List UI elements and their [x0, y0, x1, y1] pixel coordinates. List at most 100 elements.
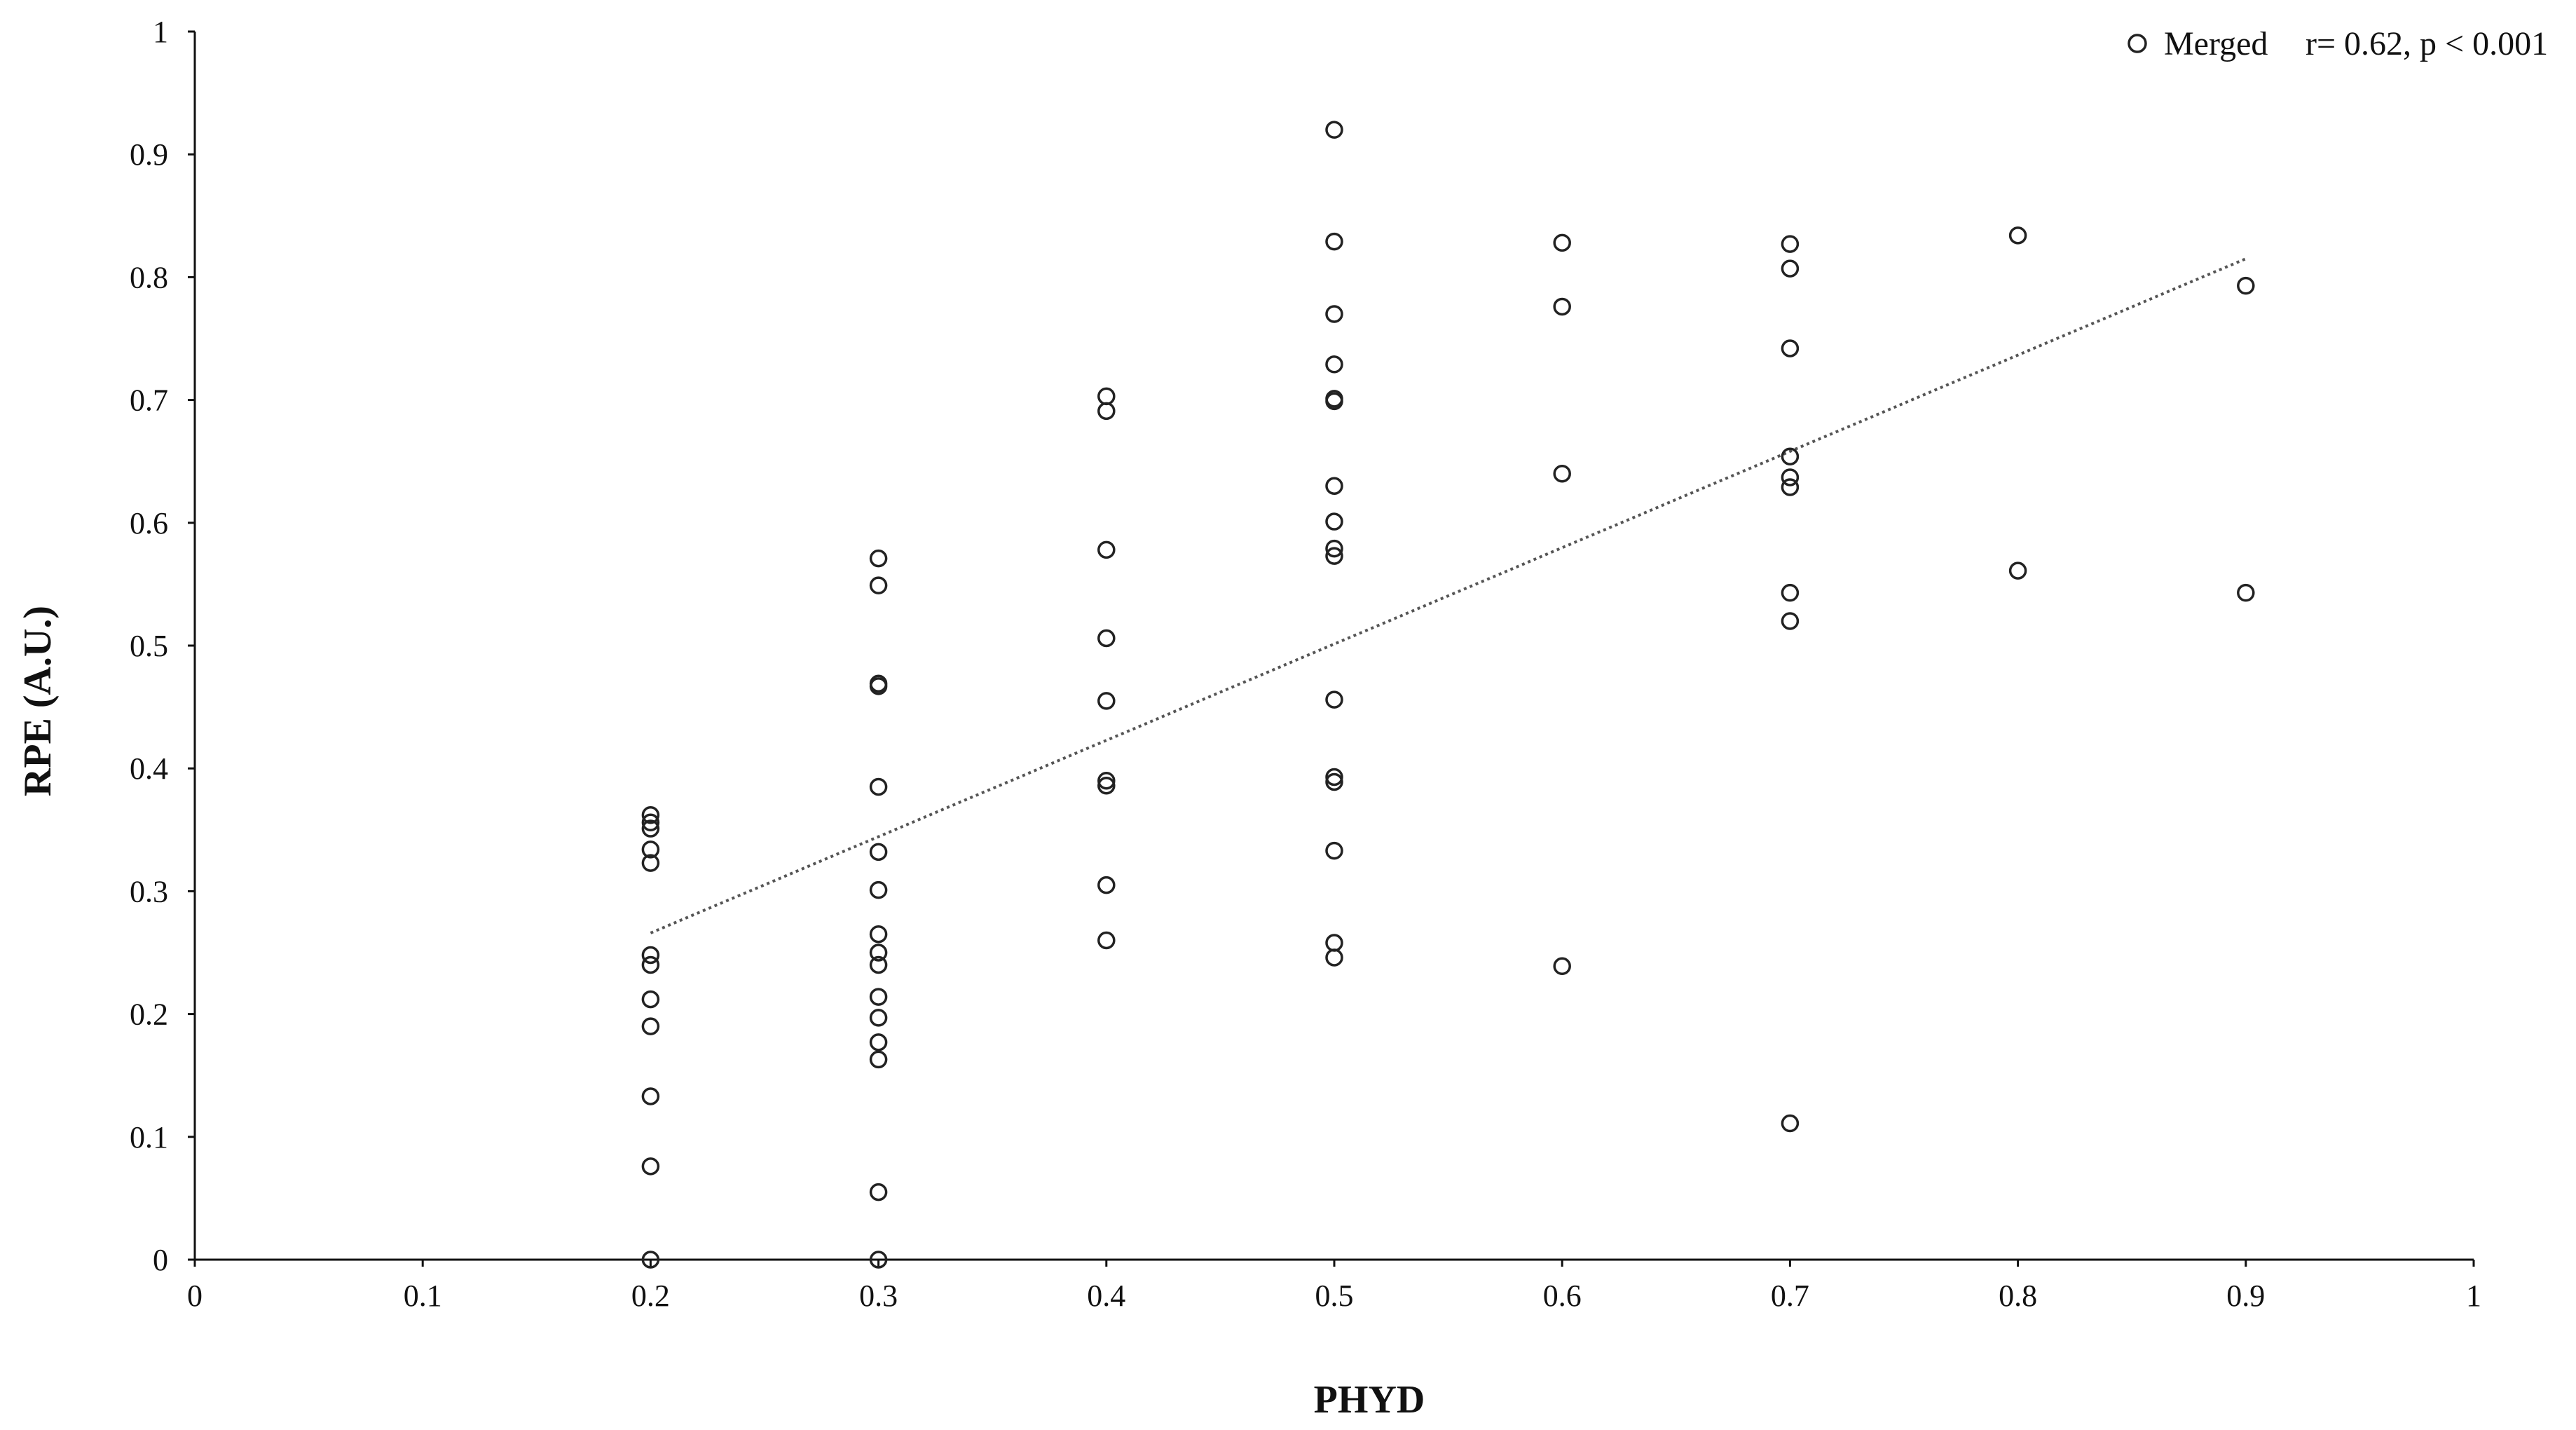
data-point [641, 990, 660, 1009]
data-point [1325, 512, 1343, 531]
data-point [1325, 232, 1343, 251]
data-point [1325, 690, 1343, 709]
data-point [1097, 876, 1116, 894]
y-tick-label: 0.9 [130, 137, 168, 172]
data-point [1553, 297, 1571, 316]
y-axis-title: RPE (A.U.) [16, 606, 60, 796]
data-point [1553, 464, 1571, 483]
data-point [641, 806, 660, 824]
data-point [869, 955, 888, 974]
y-tick-label: 1 [153, 15, 168, 49]
data-point [1781, 447, 1800, 465]
data-point [1097, 771, 1116, 790]
data-point [641, 840, 660, 859]
x-tick-label: 0 [187, 1279, 203, 1313]
data-point [1097, 387, 1116, 406]
data-point [1097, 692, 1116, 710]
legend: Merged r= 0.62, p < 0.001 [2128, 25, 2548, 62]
data-point [1325, 841, 1343, 860]
data-point [1325, 539, 1343, 558]
data-point [641, 813, 660, 832]
data-point [2008, 226, 2027, 245]
data-point [869, 576, 888, 594]
data-point [869, 925, 888, 944]
y-tick-label: 0.5 [130, 629, 168, 663]
data-point [641, 1087, 660, 1105]
y-tick-label: 0.7 [130, 383, 168, 418]
data-point [641, 1017, 660, 1035]
data-point [869, 1050, 888, 1069]
x-tick-label: 0.3 [859, 1279, 898, 1313]
x-tick-label: 0.2 [631, 1279, 670, 1313]
data-point [1325, 477, 1343, 495]
x-tick-label: 0.8 [1999, 1279, 2037, 1313]
x-axis-title: PHYD [1314, 1378, 1425, 1422]
data-point [1097, 402, 1116, 421]
data-point [1097, 629, 1116, 648]
data-point [1097, 931, 1116, 950]
data-point [869, 1009, 888, 1027]
data-point [869, 988, 888, 1006]
data-point [1325, 392, 1343, 411]
x-tick-label: 1 [2466, 1279, 2481, 1313]
legend-annotation: r= 0.62, p < 0.001 [2306, 25, 2548, 62]
data-point [1325, 547, 1343, 565]
data-point [2237, 276, 2255, 295]
y-tick-label: 0.8 [130, 260, 168, 294]
data-point [641, 955, 660, 974]
data-point [1781, 468, 1800, 486]
x-tick-label: 0.7 [1771, 1279, 1809, 1313]
data-point [1781, 478, 1800, 496]
y-tick-label: 0.2 [130, 997, 168, 1032]
legend-series-name: Merged [2164, 25, 2268, 62]
data-point [869, 677, 888, 695]
data-point [1781, 583, 1800, 602]
legend-marker [2128, 34, 2147, 53]
trendline [650, 257, 2247, 934]
data-point [869, 843, 888, 862]
data-point [2008, 561, 2027, 580]
x-tick-label: 0.1 [404, 1279, 442, 1313]
data-point [1781, 235, 1800, 253]
data-point [1325, 934, 1343, 952]
data-point [1781, 612, 1800, 630]
data-point [869, 880, 888, 899]
data-points [641, 121, 2255, 1269]
data-point [1325, 948, 1343, 967]
data-point [869, 1033, 888, 1051]
data-point [1553, 957, 1571, 976]
data-point [1553, 233, 1571, 252]
data-point [1325, 305, 1343, 323]
data-point [869, 1183, 888, 1201]
data-point [2237, 583, 2255, 602]
data-point [641, 946, 660, 965]
y-tick-label: 0.3 [130, 874, 168, 908]
x-tick-label: 0.5 [1315, 1279, 1354, 1313]
y-axis-ticks: 0 0.1 0.2 0.3 0.4 0.5 0.6 0.7 0.8 0.9 1 [130, 15, 195, 1277]
data-point [641, 1251, 660, 1269]
x-tick-label: 0.4 [1087, 1279, 1125, 1313]
data-point [1781, 259, 1800, 278]
y-tick-label: 0.1 [130, 1120, 168, 1155]
data-point [1325, 768, 1343, 786]
data-point [641, 819, 660, 838]
data-point [1097, 540, 1116, 559]
x-tick-label: 0.9 [2226, 1279, 2265, 1313]
y-tick-label: 0.4 [130, 751, 168, 786]
data-point [1325, 121, 1343, 139]
data-point [641, 1157, 660, 1176]
data-point [869, 549, 888, 568]
x-tick-label: 0.6 [1543, 1279, 1582, 1313]
data-point [1781, 339, 1800, 358]
y-tick-label: 0.6 [130, 506, 168, 540]
data-point [1781, 1114, 1800, 1133]
y-tick-label: 0 [153, 1243, 168, 1277]
data-point [641, 854, 660, 872]
x-axis-ticks: 0 0.1 0.2 0.3 0.4 0.5 0.6 0.7 0.8 0.9 1 [187, 1260, 2481, 1313]
data-point [869, 1251, 888, 1269]
data-point [869, 944, 888, 962]
data-point [869, 777, 888, 796]
data-point [1325, 772, 1343, 791]
data-point [1325, 355, 1343, 374]
